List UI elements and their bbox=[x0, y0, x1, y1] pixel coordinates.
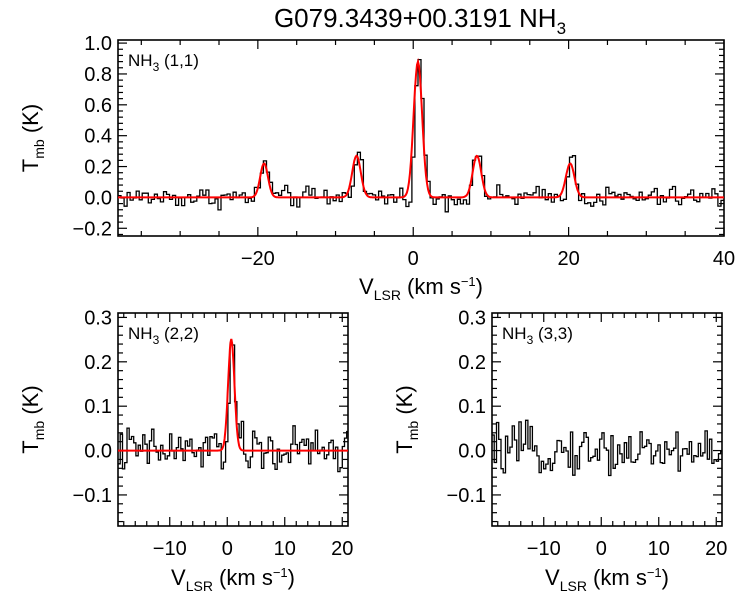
y-tick-label: 0.1 bbox=[458, 396, 486, 418]
y-axis-label-main: T bbox=[18, 159, 43, 172]
y-axis-label-rest: (K) bbox=[18, 385, 43, 420]
panel-label-sub: 3 bbox=[153, 333, 160, 347]
x-tick-label: 10 bbox=[274, 538, 296, 560]
series-group bbox=[492, 419, 722, 477]
plot-frame bbox=[491, 312, 723, 527]
y-tick-label: 0.2 bbox=[458, 352, 486, 374]
x-axis-label-rest: (km s bbox=[213, 565, 273, 590]
x-tick-label: −20 bbox=[241, 248, 275, 270]
panel-label-main: NH bbox=[502, 324, 527, 343]
panel-label-rest: (2,2) bbox=[159, 324, 199, 343]
x-axis-label: VLSR (km s−1) bbox=[545, 565, 669, 594]
y-tick-label: −0.2 bbox=[73, 218, 112, 240]
x-tick-label: −10 bbox=[527, 538, 561, 560]
y-axis-label-sub: mb bbox=[405, 421, 421, 441]
x-axis-label-end: ) bbox=[662, 565, 669, 590]
x-tick-label: 40 bbox=[713, 248, 735, 270]
x-axis-label-end: ) bbox=[476, 274, 483, 299]
x-axis-label-rest: (km s bbox=[401, 274, 461, 299]
y-tick-label: 0.6 bbox=[84, 95, 112, 117]
series-observed bbox=[118, 342, 348, 473]
y-axis-label-rest: (K) bbox=[18, 104, 43, 139]
plot-frame bbox=[117, 312, 349, 527]
y-axis-label: Tmb (K) bbox=[18, 385, 47, 453]
x-axis-label-sup: −1 bbox=[461, 274, 476, 289]
x-axis-label-main: V bbox=[359, 274, 374, 299]
x-axis-label-sub: LSR bbox=[374, 287, 401, 303]
y-axis-label-main: T bbox=[392, 440, 417, 453]
y-axis-label-main: T bbox=[18, 440, 43, 453]
series-group bbox=[118, 57, 724, 213]
y-tick-label: 0.2 bbox=[84, 352, 112, 374]
y-tick-label: 0.3 bbox=[84, 307, 112, 329]
x-axis-label-sup: −1 bbox=[273, 565, 288, 580]
panel-label-main: NH bbox=[128, 324, 153, 343]
x-axis-label: VLSR (km s−1) bbox=[171, 565, 295, 594]
panel-nh3-11: −20 0 20 40 −0.2 0.0 0.2 0.4 0.6 0.8 1.0 VLSR (km s… bbox=[18, 33, 735, 303]
y-tick-label: 0.8 bbox=[84, 64, 112, 86]
panel-nh3-22: −10 0 10 20 −0.1 0.0 0.1 0.2 0.3 VLSR (km s−1) Tmb… bbox=[18, 307, 353, 594]
y-axis-label-sub: mb bbox=[31, 139, 47, 159]
y-tick-label: 0.3 bbox=[458, 307, 486, 329]
panel-label-sub: 3 bbox=[153, 60, 160, 74]
y-tick-label: −0.1 bbox=[73, 485, 112, 507]
y-tick-label: 0.1 bbox=[84, 396, 112, 418]
y-axis-label: Tmb (K) bbox=[392, 385, 421, 453]
panel-label: NH3 (2,2) bbox=[128, 324, 199, 347]
x-axis-label: VLSR (km s−1) bbox=[359, 274, 483, 303]
x-tick-label: 20 bbox=[331, 538, 353, 560]
panel-label-main: NH bbox=[128, 51, 153, 70]
x-axis-label-rest: (km s bbox=[587, 565, 647, 590]
panel-label-rest: (3,3) bbox=[533, 324, 573, 343]
panel-label-sub: 3 bbox=[527, 333, 534, 347]
series-fit bbox=[118, 57, 724, 199]
series-group bbox=[118, 338, 348, 473]
figure-title: G079.3439+00.3191 NH3 bbox=[274, 3, 566, 38]
x-tick-label: 0 bbox=[596, 538, 607, 560]
x-axis-label-end: ) bbox=[288, 565, 295, 590]
x-axis-label-sub: LSR bbox=[560, 578, 587, 594]
x-axis-label-main: V bbox=[171, 565, 186, 590]
plot-frame bbox=[117, 39, 725, 237]
x-tick-label: −10 bbox=[153, 538, 187, 560]
x-tick-label: 0 bbox=[408, 248, 419, 270]
x-axis-label-main: V bbox=[545, 565, 560, 590]
y-axis-label-rest: (K) bbox=[392, 385, 417, 420]
panel-label: NH3 (3,3) bbox=[502, 324, 573, 347]
panel-label-rest: (1,1) bbox=[159, 51, 199, 70]
y-tick-label: 1.0 bbox=[84, 33, 112, 55]
y-tick-label: 0.4 bbox=[84, 126, 112, 148]
panel-label: NH3 (1,1) bbox=[128, 51, 199, 74]
y-tick-label: 0.0 bbox=[84, 187, 112, 209]
x-tick-label: 10 bbox=[648, 538, 670, 560]
y-tick-label: −0.1 bbox=[447, 485, 486, 507]
y-axis-label-sub: mb bbox=[31, 421, 47, 441]
x-tick-label: 20 bbox=[705, 538, 727, 560]
series-observed bbox=[492, 419, 722, 477]
y-tick-label: 0.2 bbox=[84, 157, 112, 179]
figure-title-subscript: 3 bbox=[557, 19, 566, 38]
y-tick-label: 0.0 bbox=[84, 441, 112, 463]
x-axis-label-sub: LSR bbox=[186, 578, 213, 594]
panel-nh3-33: −10 0 10 20 −0.1 0.0 0.1 0.2 0.3 VLSR (km s−1) Tmb… bbox=[392, 307, 727, 594]
x-tick-label: 20 bbox=[557, 248, 579, 270]
series-fit bbox=[118, 338, 348, 452]
x-axis-label-sup: −1 bbox=[647, 565, 662, 580]
y-axis-label: Tmb (K) bbox=[18, 104, 47, 172]
x-tick-label: 0 bbox=[222, 538, 233, 560]
y-tick-label: 0.0 bbox=[458, 441, 486, 463]
